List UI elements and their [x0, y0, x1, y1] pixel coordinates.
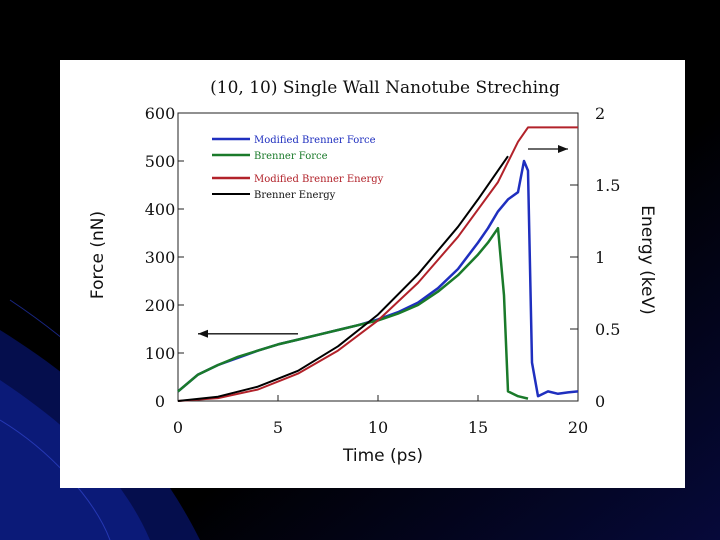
- y2-tick-label: 0.5: [595, 320, 620, 339]
- y-tick-label: 100: [145, 344, 176, 363]
- x-tick-label: 15: [468, 418, 488, 437]
- y-tick-label: 200: [145, 296, 176, 315]
- annotation-arrow-left: [198, 329, 298, 338]
- y2-tick-label: 0: [595, 392, 605, 411]
- annotation-layer: [198, 145, 568, 338]
- x-tick-label: 0: [173, 418, 183, 437]
- y2-tick-label: 1: [595, 248, 605, 267]
- series-line-modified-brenner-energy: [177, 126, 578, 402]
- annotation-arrow-right: [528, 145, 568, 153]
- y2-tick-label: 2: [595, 104, 605, 123]
- y2-ticks: 0 0.5 1 1.5 2: [570, 104, 620, 411]
- y-tick-label: 600: [145, 104, 176, 123]
- figure-panel: [60, 60, 685, 488]
- y-tick-label: 400: [145, 200, 176, 219]
- series-line-brenner-energy: [177, 155, 509, 402]
- x-tick-label: 5: [273, 418, 283, 437]
- legend-label-brenner-energy: Brenner Energy: [254, 190, 336, 201]
- legend-label-modified-brenner-energy: Modified Brenner Energy: [254, 174, 384, 185]
- series-layer: [177, 126, 579, 402]
- y-tick-label: 0: [155, 392, 165, 411]
- x-axis-label: Time (ps): [342, 446, 423, 466]
- x-tick-label: 20: [568, 418, 588, 437]
- y2-tick-label: 1.5: [595, 176, 620, 195]
- x-ticks: 0 5 10 15 20: [173, 395, 588, 437]
- y-axis-label: Force (nN): [88, 211, 108, 299]
- legend: Modified Brenner Force Brenner Force Mod…: [212, 135, 384, 201]
- chart-title: (10, 10) Single Wall Nanotube Streching: [210, 78, 560, 98]
- series-line-brenner-force: [177, 226, 529, 400]
- y-tick-label: 500: [145, 152, 176, 171]
- x-tick-label: 10: [368, 418, 388, 437]
- y2-axis-label: Energy (keV): [637, 205, 657, 315]
- legend-label-modified-brenner-force: Modified Brenner Force: [254, 135, 376, 146]
- legend-label-brenner-force: Brenner Force: [254, 151, 328, 162]
- series-line-modified-brenner-force: [177, 159, 579, 398]
- y-tick-label: 300: [145, 248, 176, 267]
